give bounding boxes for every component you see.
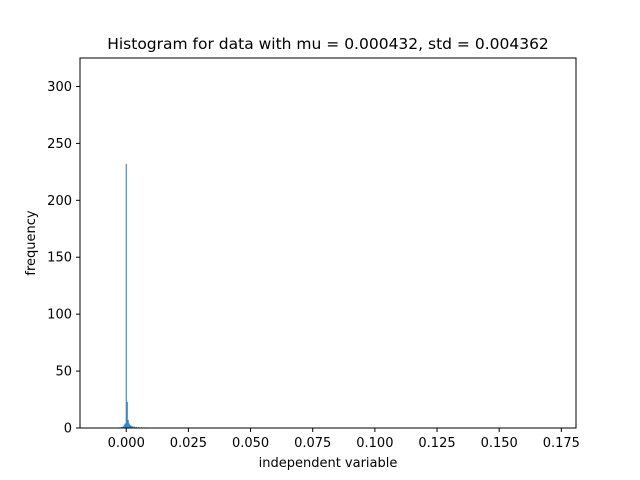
- x-tick-label: 0.150: [481, 436, 518, 451]
- histogram-bar: [122, 426, 124, 428]
- x-tick-label: 0.075: [294, 436, 331, 451]
- x-tick-label: 0.100: [356, 436, 393, 451]
- y-tick-label: 100: [47, 308, 72, 323]
- histogram-bar: [135, 426, 137, 428]
- histogram-bar: [130, 425, 132, 428]
- y-tick-label: 200: [47, 194, 72, 209]
- y-axis-ticks: 0 50 100 150 200 250 300: [47, 80, 80, 437]
- histogram-bar: [133, 426, 135, 428]
- histogram-bar: [123, 424, 125, 428]
- histogram-bar: [132, 426, 134, 428]
- y-tick-label: 0: [64, 422, 72, 437]
- x-tick-label: 0.000: [108, 436, 145, 451]
- histogram-bar: [126, 401, 128, 428]
- histogram-bar: [127, 420, 129, 428]
- x-tick-label: 0.175: [543, 436, 580, 451]
- y-tick-label: 250: [47, 137, 72, 152]
- histogram-bar: [128, 423, 130, 428]
- y-axis-label: frequency: [24, 210, 39, 276]
- x-tick-label: 0.025: [170, 436, 207, 451]
- x-tick-label: 0.125: [418, 436, 455, 451]
- x-axis-label: independent variable: [259, 456, 398, 471]
- histogram-bar: [121, 426, 123, 428]
- plot-frame: [79, 57, 577, 429]
- chart-title: Histogram for data with mu = 0.000432, s…: [107, 35, 549, 53]
- histogram-bar: [129, 425, 131, 428]
- x-tick-label: 0.050: [232, 436, 269, 451]
- histogram-bar: [125, 163, 127, 428]
- histogram-bar: [124, 423, 126, 428]
- y-tick-label: 150: [47, 251, 72, 266]
- y-tick-label: 300: [47, 80, 72, 95]
- x-axis-ticks: 0.000 0.025 0.050 0.075 0.100 0.125 0.150 0.175: [108, 428, 580, 451]
- y-tick-label: 50: [55, 365, 72, 380]
